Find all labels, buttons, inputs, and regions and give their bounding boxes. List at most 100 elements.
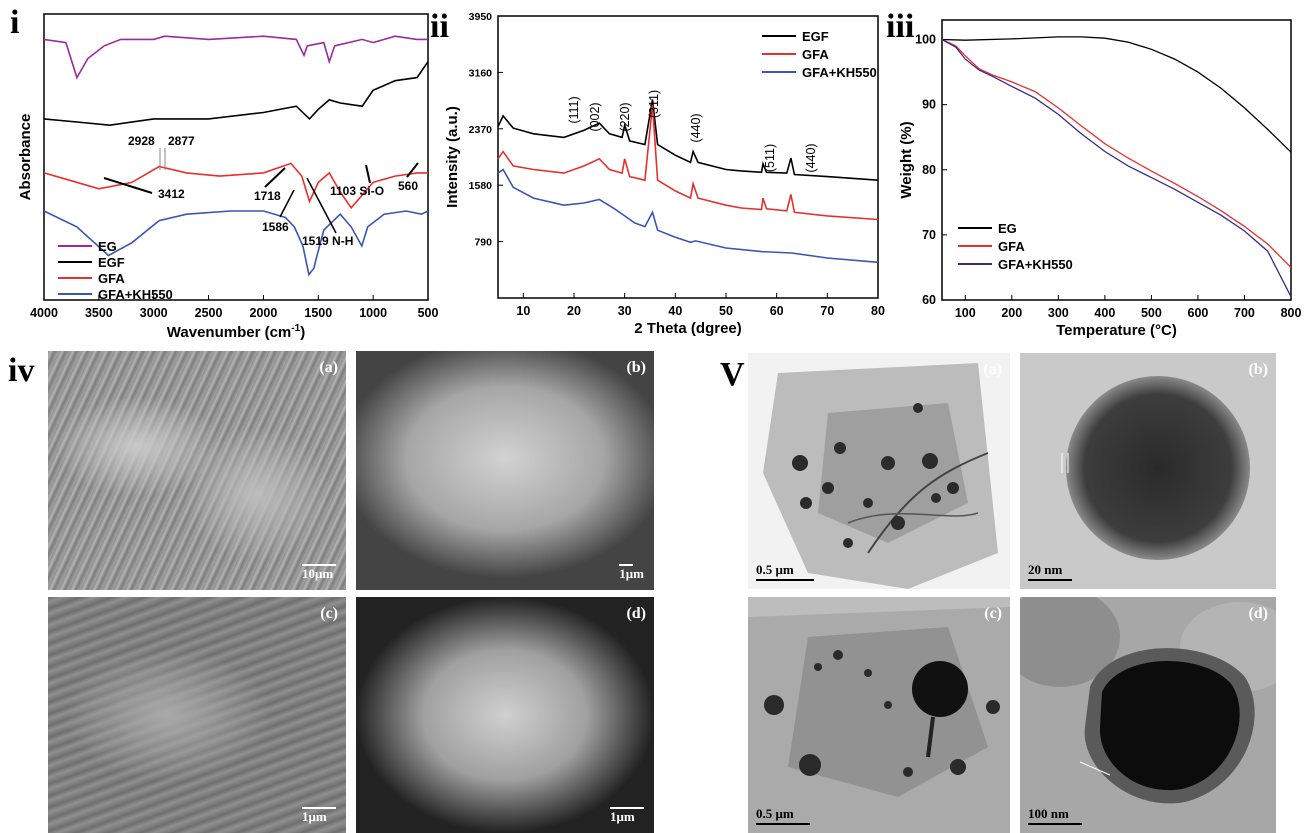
panel-label-i: i: [10, 4, 20, 41]
arrow-1519: [306, 177, 337, 234]
sem-image-c: (c) 1μm: [48, 597, 346, 833]
tem-image-d: (d) 100 nm: [1020, 597, 1276, 833]
tem-scale-d: 100 nm: [1028, 806, 1082, 825]
arrow-1718: [264, 167, 286, 188]
x-tick-label-i-7: 500: [418, 306, 439, 320]
series-line-ii-1: [497, 105, 879, 221]
series-line-ii-0: [497, 99, 879, 181]
series-line-i-1: [43, 61, 429, 127]
sem-image-a: (a) 10μm: [48, 351, 346, 590]
tem-tag-c: (c): [984, 605, 1002, 622]
series-line-iii-0: [941, 36, 1292, 153]
legend-label-i-3: GFA+KH550: [98, 287, 173, 302]
annotation-i-0: 2928: [128, 134, 155, 148]
x-tick-label-i-4: 2000: [250, 306, 278, 320]
sem-scale-d: 1μm: [610, 806, 644, 825]
tem-scale-b: 20 nm: [1028, 562, 1072, 581]
annotation-i-4: 1586: [262, 220, 289, 234]
arrow-3412: [103, 177, 153, 194]
sem-image-b: (b) 1μm: [356, 351, 654, 590]
x-tick-label-iii-1: 200: [1001, 306, 1022, 320]
legend-label-i-0: EG: [98, 239, 117, 254]
y-tick-label-iii-3: 90: [922, 98, 936, 112]
series-line-i-3: [43, 210, 429, 277]
legend-label-i-2: GFA: [98, 271, 125, 286]
tem-d-drawing: [1020, 597, 1276, 804]
annotation-i-6: 1103 Si-O: [330, 184, 384, 198]
x-tick-label-ii-4: 50: [719, 304, 733, 318]
tem-image-b: (b) 20 nm: [1020, 353, 1276, 589]
tem-image-c: (c) 0.5 μm: [748, 597, 1010, 833]
plot-frame-iii: [941, 19, 1292, 301]
x-tick-label-ii-2: 30: [618, 304, 632, 318]
y-tick-label-iii-2: 80: [922, 163, 936, 177]
x-tick-label-iii-7: 800: [1281, 306, 1302, 320]
plot-frame-ii: [497, 15, 879, 299]
legend-label-i-1: EGF: [98, 255, 125, 270]
y-tick-label-ii-3: 3160: [469, 67, 493, 79]
tem-image-a: (a) 0.5 μm: [748, 353, 1010, 589]
annotation-i-3: 1718: [254, 189, 281, 203]
x-tick-label-i-0: 4000: [30, 306, 58, 320]
x-tick-label-i-5: 1500: [304, 306, 332, 320]
chart-panels: 4000 3500 3000 2500 2000 1500 1000 500 Wavenumbe…: [17, 11, 1302, 340]
peak-label-0: (111): [567, 96, 581, 123]
y-tick-label-iii-4: 100: [915, 33, 936, 47]
x-tick-label-i-1: 3500: [85, 306, 113, 320]
arrow-560: [406, 162, 419, 178]
series-line-i-0: [43, 35, 428, 80]
legend-label-ii-0: EGF: [802, 29, 829, 44]
tem-scale-c: 0.5 μm: [756, 806, 810, 825]
sem-tag-a: (a): [319, 359, 338, 376]
sem-tag-b: (b): [626, 359, 646, 376]
sem-tag-c: (c): [320, 605, 338, 622]
sem-scale-c: 1μm: [302, 806, 336, 825]
sem-image-d: (d) 1μm: [356, 597, 654, 833]
peak-label-1: (002): [588, 102, 602, 131]
panel-label-v: V: [720, 356, 745, 393]
y-tick-label-ii-0: 790: [474, 237, 492, 249]
y-axis-label-iii: Weight (%): [898, 121, 915, 198]
x-tick-label-ii-0: 10: [516, 304, 530, 318]
x-tick-label-iii-4: 500: [1141, 306, 1162, 320]
sem-scale-b: 1μm: [619, 564, 644, 581]
annotation-i-2: 3412: [158, 187, 185, 201]
peak-label-5: (511): [763, 144, 777, 172]
x-tick-label-iii-5: 600: [1188, 306, 1209, 320]
tem-a-drawing: [763, 363, 998, 589]
x-tick-label-iii-0: 100: [955, 306, 976, 320]
y-tick-label-ii-4: 3950: [469, 11, 493, 23]
arrow-1586: [279, 189, 295, 218]
series-line-i-2: [43, 162, 428, 210]
legend-label-iii-2: GFA+KH550: [998, 257, 1073, 272]
tem-tag-a: (a): [983, 361, 1002, 378]
panel-label-ii: ii: [430, 8, 449, 45]
x-tick-label-i-2: 3000: [140, 306, 168, 320]
x-tick-label-iii-6: 700: [1234, 306, 1255, 320]
panel-label-iii: iii: [886, 8, 915, 45]
sem-tag-d: (d): [626, 605, 646, 622]
x-tick-label-iii-2: 300: [1048, 306, 1069, 320]
legend-label-ii-2: GFA+KH550: [802, 65, 877, 80]
x-tick-label-ii-1: 20: [567, 304, 581, 318]
tem-c-drawing: [748, 607, 1010, 833]
plot-frame-i: [43, 13, 429, 301]
peak-label-4: (440): [689, 113, 703, 142]
annotation-i-5: 1519 N-H: [302, 234, 353, 248]
tem-tag-d: (d): [1248, 605, 1268, 622]
series-line-iii-1: [941, 38, 1292, 268]
series-line-iii-2: [941, 38, 1292, 297]
x-tick-label-ii-7: 80: [871, 304, 885, 318]
panel-label-iv: iv: [8, 352, 35, 389]
series-line-ii-2: [497, 168, 879, 264]
legend-label-iii-1: GFA: [998, 239, 1025, 254]
x-axis-label-iii: Temperature (°C): [1056, 322, 1177, 339]
tem-scale-a: 0.5 μm: [756, 562, 814, 581]
y-tick-label-iii-1: 70: [922, 228, 936, 242]
y-tick-label-ii-1: 1580: [469, 180, 493, 192]
sem-scale-a: 10μm: [302, 563, 336, 582]
peak-label-6: (440): [804, 143, 818, 172]
x-tick-label-ii-3: 40: [668, 304, 682, 318]
y-tick-label-ii-2: 2370: [469, 124, 493, 136]
legend-label-ii-1: GFA: [802, 47, 829, 62]
